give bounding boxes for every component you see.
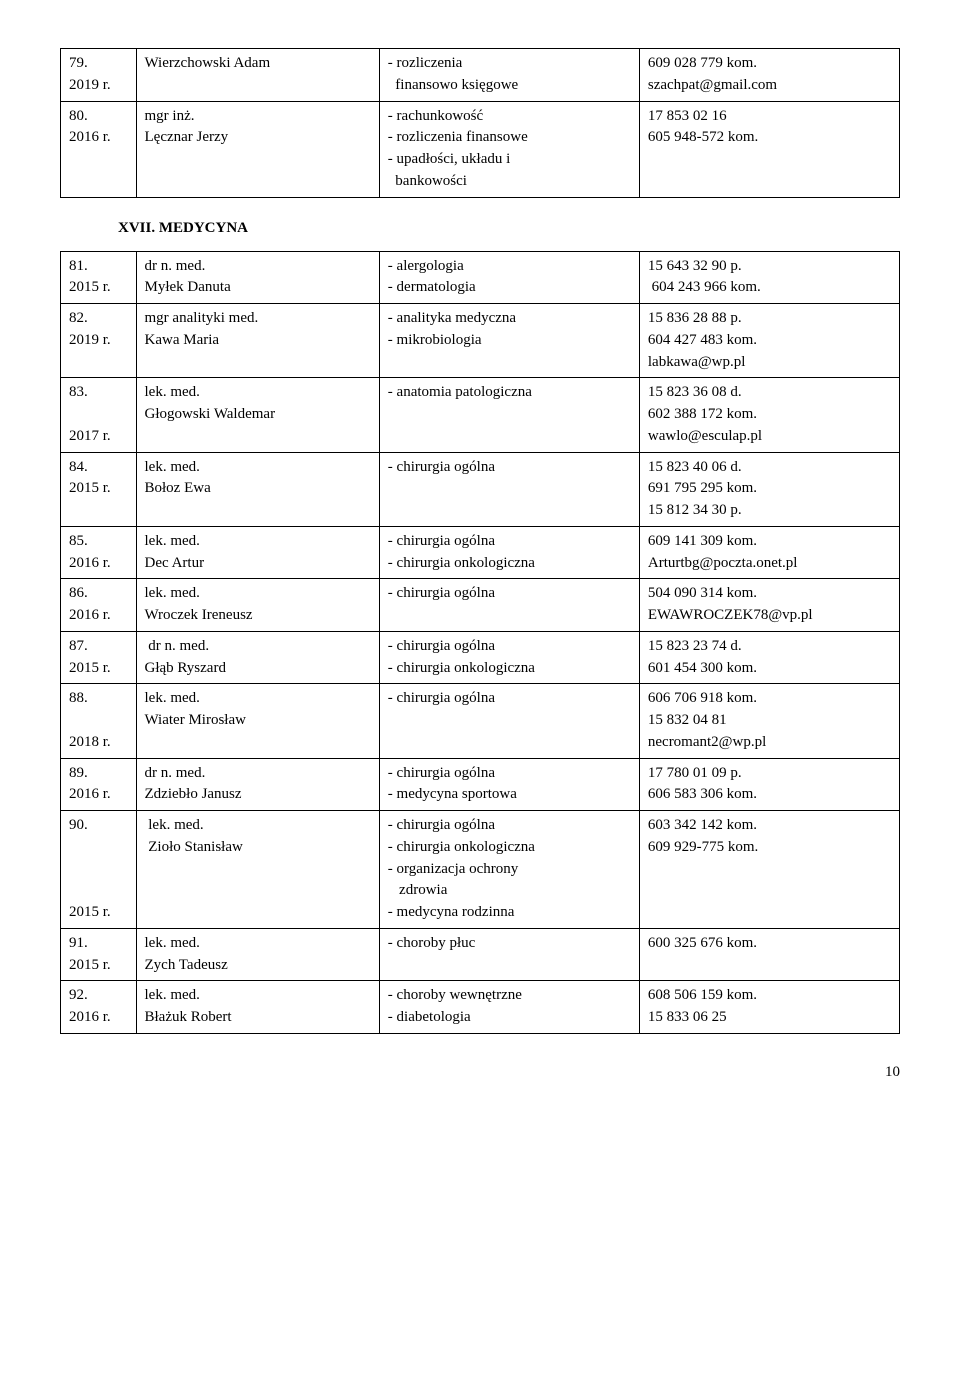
- page-number: 10: [60, 1064, 900, 1081]
- table-cell: 89.2016 r.: [61, 758, 137, 811]
- table-row: 85.2016 r.lek. med.Dec Artur- chirurgia …: [61, 526, 900, 579]
- table-cell: 81.2015 r.: [61, 251, 137, 304]
- table-cell: - choroby płuc: [379, 928, 639, 981]
- table-cell: 17 780 01 09 p.606 583 306 kom.: [639, 758, 899, 811]
- table-row: 90. 2015 r. lek. med. Zioło Stanisław- c…: [61, 811, 900, 929]
- table-cell: lek. med.Głogowski Waldemar: [136, 378, 379, 452]
- table-row: 79.2019 r.Wierzchowski Adam- rozliczenia…: [61, 49, 900, 102]
- table-cell: dr n. med.Głąb Ryszard: [136, 631, 379, 684]
- table-cell: 600 325 676 kom.: [639, 928, 899, 981]
- table-cell: 15 823 40 06 d.691 795 295 kom.15 812 34…: [639, 452, 899, 526]
- table-cell: 504 090 314 kom.EWAWROCZEK78@vp.pl: [639, 579, 899, 632]
- table-cell: - chirurgia ogólna- chirurgia onkologicz…: [379, 811, 639, 929]
- table-main: 81.2015 r.dr n. med.Myłek Danuta- alergo…: [60, 251, 900, 1034]
- table-cell: lek. med.Wiater Mirosław: [136, 684, 379, 758]
- table-cell: - chirurgia ogólna: [379, 579, 639, 632]
- table-cell: 82.2019 r.: [61, 304, 137, 378]
- table-cell: 15 823 23 74 d.601 454 300 kom.: [639, 631, 899, 684]
- table-cell: 88. 2018 r.: [61, 684, 137, 758]
- table-row: 89.2016 r.dr n. med.Zdziebło Janusz- chi…: [61, 758, 900, 811]
- table-cell: 86.2016 r.: [61, 579, 137, 632]
- table-cell: - alergologia- dermatologia: [379, 251, 639, 304]
- table-cell: lek. med.Zych Tadeusz: [136, 928, 379, 981]
- table-cell: 87.2015 r.: [61, 631, 137, 684]
- table-row: 87.2015 r. dr n. med.Głąb Ryszard- chiru…: [61, 631, 900, 684]
- table-cell: 609 028 779 kom.szachpat@gmail.com: [639, 49, 899, 102]
- table-cell: - analityka medyczna- mikrobiologia: [379, 304, 639, 378]
- table-row: 83. 2017 r.lek. med.Głogowski Waldemar- …: [61, 378, 900, 452]
- table-row: 81.2015 r.dr n. med.Myłek Danuta- alergo…: [61, 251, 900, 304]
- table-row: 88. 2018 r.lek. med.Wiater Mirosław- chi…: [61, 684, 900, 758]
- table-row: 91.2015 r.lek. med.Zych Tadeusz- choroby…: [61, 928, 900, 981]
- table-cell: - rozliczenia finansowo księgowe: [379, 49, 639, 102]
- table-cell: 606 706 918 kom.15 832 04 81necromant2@w…: [639, 684, 899, 758]
- table-cell: mgr inż.Lęcznar Jerzy: [136, 101, 379, 197]
- table-cell: - rachunkowość- rozliczenia finansowe- u…: [379, 101, 639, 197]
- table-top: 79.2019 r.Wierzchowski Adam- rozliczenia…: [60, 48, 900, 198]
- table-row: 82.2019 r.mgr analityki med.Kawa Maria- …: [61, 304, 900, 378]
- table-cell: 609 141 309 kom.Arturtbg@poczta.onet.pl: [639, 526, 899, 579]
- table-cell: dr n. med.Myłek Danuta: [136, 251, 379, 304]
- table-row: 92.2016 r.lek. med.Błażuk Robert- chorob…: [61, 981, 900, 1034]
- table-cell: - chirurgia ogólna: [379, 684, 639, 758]
- table-cell: 15 643 32 90 p. 604 243 966 kom.: [639, 251, 899, 304]
- table-row: 84.2015 r.lek. med.Bołoz Ewa- chirurgia …: [61, 452, 900, 526]
- table-cell: 92.2016 r.: [61, 981, 137, 1034]
- table-cell: 80.2016 r.: [61, 101, 137, 197]
- table-cell: 84.2015 r.: [61, 452, 137, 526]
- table-cell: 79.2019 r.: [61, 49, 137, 102]
- table-row: 80.2016 r.mgr inż.Lęcznar Jerzy- rachunk…: [61, 101, 900, 197]
- table-cell: Wierzchowski Adam: [136, 49, 379, 102]
- table-cell: lek. med.Dec Artur: [136, 526, 379, 579]
- table-cell: 603 342 142 kom.609 929-775 kom.: [639, 811, 899, 929]
- table-cell: - choroby wewnętrzne- diabetologia: [379, 981, 639, 1034]
- table-cell: - chirurgia ogólna- chirurgia onkologicz…: [379, 526, 639, 579]
- table-row: 86.2016 r.lek. med.Wroczek Ireneusz- chi…: [61, 579, 900, 632]
- table-cell: - chirurgia ogólna- chirurgia onkologicz…: [379, 631, 639, 684]
- table-cell: 90. 2015 r.: [61, 811, 137, 929]
- table-cell: - anatomia patologiczna: [379, 378, 639, 452]
- table-cell: lek. med.Błażuk Robert: [136, 981, 379, 1034]
- table-cell: lek. med. Zioło Stanisław: [136, 811, 379, 929]
- table-cell: dr n. med.Zdziebło Janusz: [136, 758, 379, 811]
- table-cell: mgr analityki med.Kawa Maria: [136, 304, 379, 378]
- table-cell: - chirurgia ogólna- medycyna sportowa: [379, 758, 639, 811]
- table-cell: - chirurgia ogólna: [379, 452, 639, 526]
- table-cell: lek. med.Wroczek Ireneusz: [136, 579, 379, 632]
- table-cell: 85.2016 r.: [61, 526, 137, 579]
- table-cell: lek. med.Bołoz Ewa: [136, 452, 379, 526]
- section-heading: XVII. MEDYCYNA: [118, 220, 900, 237]
- table-cell: 83. 2017 r.: [61, 378, 137, 452]
- table-cell: 608 506 159 kom.15 833 06 25: [639, 981, 899, 1034]
- table-cell: 15 836 28 88 p.604 427 483 kom.labkawa@w…: [639, 304, 899, 378]
- table-cell: 17 853 02 16605 948-572 kom.: [639, 101, 899, 197]
- table-cell: 15 823 36 08 d.602 388 172 kom.wawlo@esc…: [639, 378, 899, 452]
- table-cell: 91.2015 r.: [61, 928, 137, 981]
